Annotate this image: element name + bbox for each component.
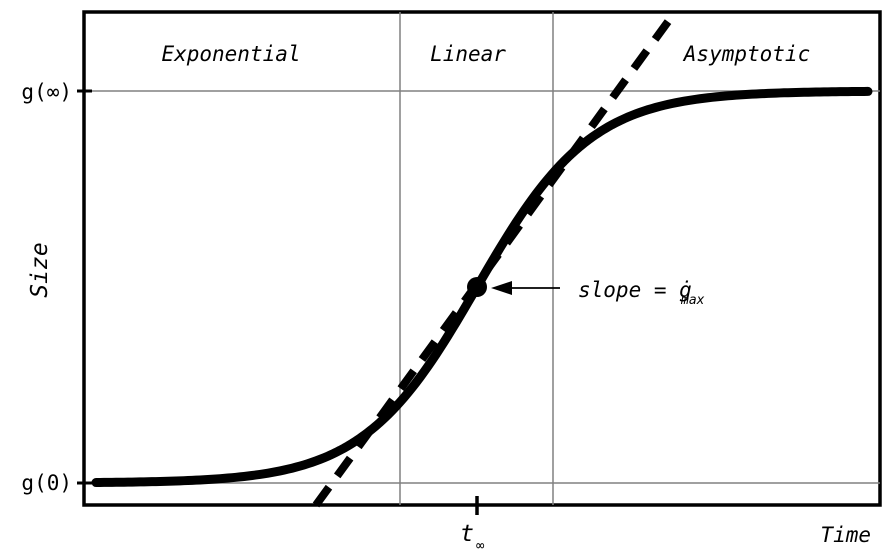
- x-axis-label: Time: [820, 523, 871, 547]
- annotation-symbol: ġ: [679, 278, 692, 302]
- y-axis-label: Size: [27, 242, 53, 297]
- annotation-arrow-head: [491, 281, 512, 295]
- x-tick-label-sub: ∞: [476, 538, 485, 554]
- y-tick-label-top: g(∞): [21, 80, 72, 104]
- x-tick-label-main: t: [460, 521, 474, 547]
- annotation-main: slope =: [578, 278, 679, 302]
- y-tick-label-bottom: g(0): [21, 471, 72, 495]
- region-label-linear: Linear: [430, 42, 506, 66]
- annotation-text: slope = ġ: [578, 278, 692, 302]
- region-label-exponential: Exponential: [161, 42, 300, 66]
- inflection-point: [467, 277, 487, 297]
- annotation-subscript: max: [680, 293, 705, 308]
- region-label-asymptotic: Asymptotic: [682, 42, 810, 66]
- plot-frame: [82, 10, 882, 507]
